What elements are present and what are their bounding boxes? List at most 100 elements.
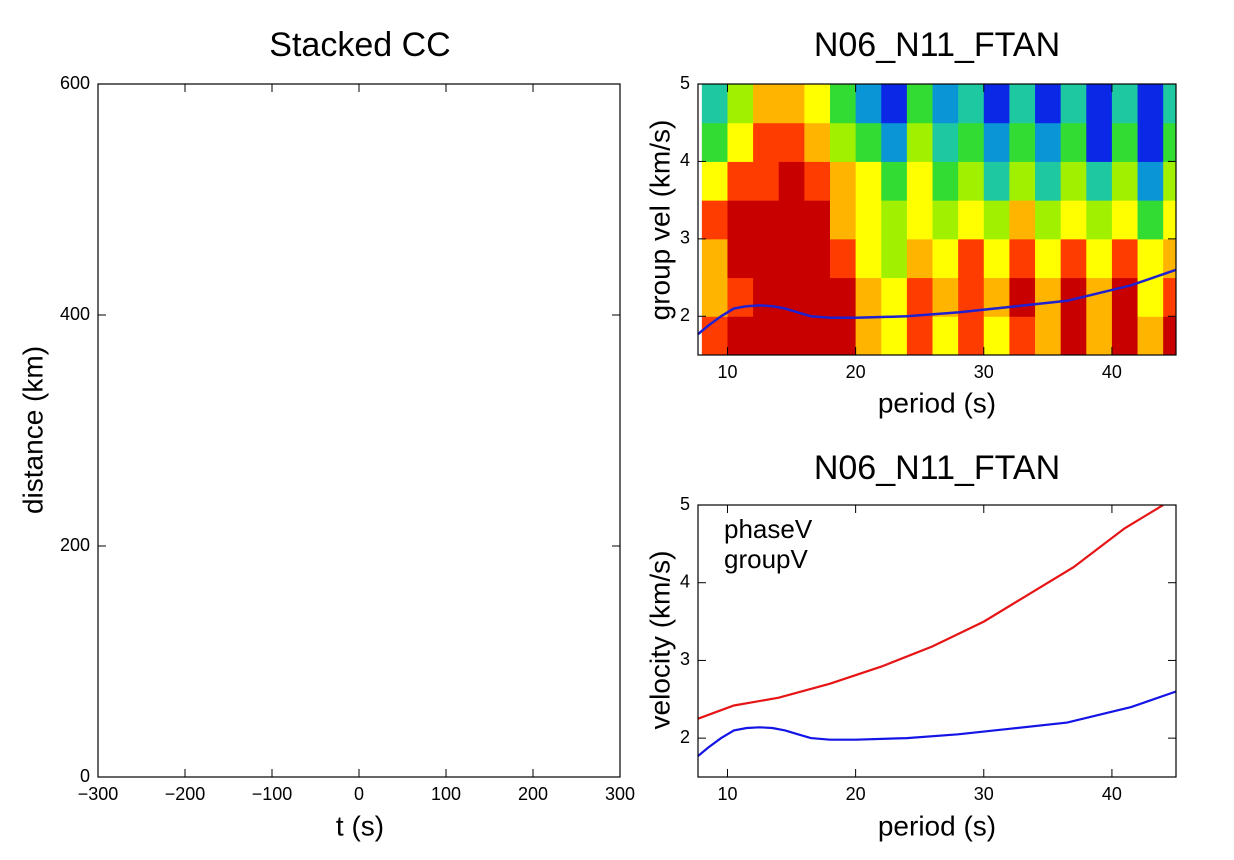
heat-cell xyxy=(881,277,908,317)
heat-cell xyxy=(753,122,780,162)
heat-cell xyxy=(778,238,805,279)
heat-cell xyxy=(881,122,908,162)
heat-cell xyxy=(829,84,857,124)
y-tick-label: 200 xyxy=(60,535,90,555)
heat-cell xyxy=(932,161,959,201)
heat-cell xyxy=(701,161,728,201)
heat-cell xyxy=(855,84,882,124)
y-tick-label: 5 xyxy=(680,494,690,514)
heat-cell xyxy=(958,84,985,124)
heat-cell xyxy=(778,316,805,355)
heat-cell xyxy=(983,238,1010,279)
y-tick-label: 4 xyxy=(680,150,690,170)
heat-cell xyxy=(906,316,934,355)
y-tick-label: 2 xyxy=(680,305,690,325)
heat-cell xyxy=(1137,84,1164,124)
heat-cell xyxy=(1060,238,1087,279)
x-tick-label: 20 xyxy=(846,784,866,804)
y-tick-label: 600 xyxy=(60,73,90,93)
heat-cell xyxy=(829,200,857,240)
heat-cell xyxy=(829,122,857,162)
heat-cell xyxy=(983,316,1010,355)
heat-cell xyxy=(753,200,780,240)
heat-cell xyxy=(1009,122,1036,162)
x-axis-label: period (s) xyxy=(878,810,996,841)
x-tick-label: 40 xyxy=(1102,784,1122,804)
heat-cell xyxy=(881,84,908,124)
heat-cell xyxy=(753,84,780,124)
heat-cell xyxy=(804,238,831,279)
heat-cell xyxy=(778,84,805,124)
heat-cell xyxy=(753,161,780,201)
heat-cell xyxy=(932,238,959,279)
heat-cell xyxy=(1163,84,1176,124)
heat-cell xyxy=(855,122,882,162)
x-tick-label: −200 xyxy=(165,784,206,804)
heat-cell xyxy=(753,316,780,355)
heat-cell xyxy=(753,238,780,279)
heat-cell xyxy=(1163,161,1176,201)
heat-cell xyxy=(1137,277,1164,317)
plot-frame xyxy=(97,83,621,778)
heat-cell xyxy=(906,200,934,240)
group-velocity-line xyxy=(698,268,1176,336)
heat-cell xyxy=(1086,277,1113,317)
heat-cell xyxy=(932,316,959,355)
heat-cell xyxy=(1009,84,1036,124)
x-tick-label: 30 xyxy=(974,362,994,382)
heat-cell xyxy=(829,316,857,355)
plot-area xyxy=(698,505,1176,757)
heat-cell xyxy=(1137,161,1164,201)
heat-cell xyxy=(727,122,754,162)
heat-cell xyxy=(906,238,934,279)
heat-cell xyxy=(1086,122,1113,162)
heat-cell xyxy=(804,277,831,317)
heat-cell xyxy=(958,122,985,162)
y-axis-label: distance (km) xyxy=(17,346,48,514)
series-line xyxy=(698,505,1164,720)
heat-cell xyxy=(1060,161,1087,201)
y-tick-label: 400 xyxy=(60,304,90,324)
chart-title: N06_N11_FTAN xyxy=(814,26,1060,64)
heat-cell xyxy=(701,277,728,317)
heat-cell xyxy=(1035,161,1062,201)
plot-frame xyxy=(697,83,1177,356)
heat-cell xyxy=(804,84,831,124)
y-axis-label: group vel (km/s) xyxy=(644,120,675,321)
heat-cell xyxy=(855,200,882,240)
heat-cell xyxy=(932,84,959,124)
heat-cell xyxy=(1035,277,1062,317)
heat-cell xyxy=(1086,238,1113,279)
heat-cell xyxy=(881,238,908,279)
heat-cell xyxy=(701,200,728,240)
heat-cell xyxy=(1111,200,1139,240)
heat-cell xyxy=(829,277,857,317)
heat-cell xyxy=(1009,200,1036,240)
heat-cell xyxy=(1035,200,1062,240)
x-tick-label: 40 xyxy=(1102,362,1122,382)
heat-cell xyxy=(1060,122,1087,162)
heat-cell xyxy=(1086,161,1113,201)
heat-cell xyxy=(881,316,908,355)
heat-cell xyxy=(778,161,805,201)
heat-cell xyxy=(1111,238,1139,279)
x-tick-label: 10 xyxy=(717,362,737,382)
heat-cell xyxy=(855,316,882,355)
heat-cell xyxy=(1111,84,1139,124)
heat-cell xyxy=(1035,122,1062,162)
heat-cell xyxy=(1086,84,1113,124)
heat-cell xyxy=(778,122,805,162)
heat-cell xyxy=(1086,200,1113,240)
heat-cell xyxy=(906,122,934,162)
heat-cell xyxy=(958,161,985,201)
heat-cell xyxy=(701,316,728,355)
heat-cell xyxy=(855,161,882,201)
heat-cell xyxy=(727,200,754,240)
plot-frame xyxy=(697,504,1177,778)
heat-cell xyxy=(1060,84,1087,124)
y-tick-label: 5 xyxy=(680,73,690,93)
series-line xyxy=(698,690,1176,757)
x-tick-label: 100 xyxy=(431,784,461,804)
heat-cell xyxy=(804,122,831,162)
